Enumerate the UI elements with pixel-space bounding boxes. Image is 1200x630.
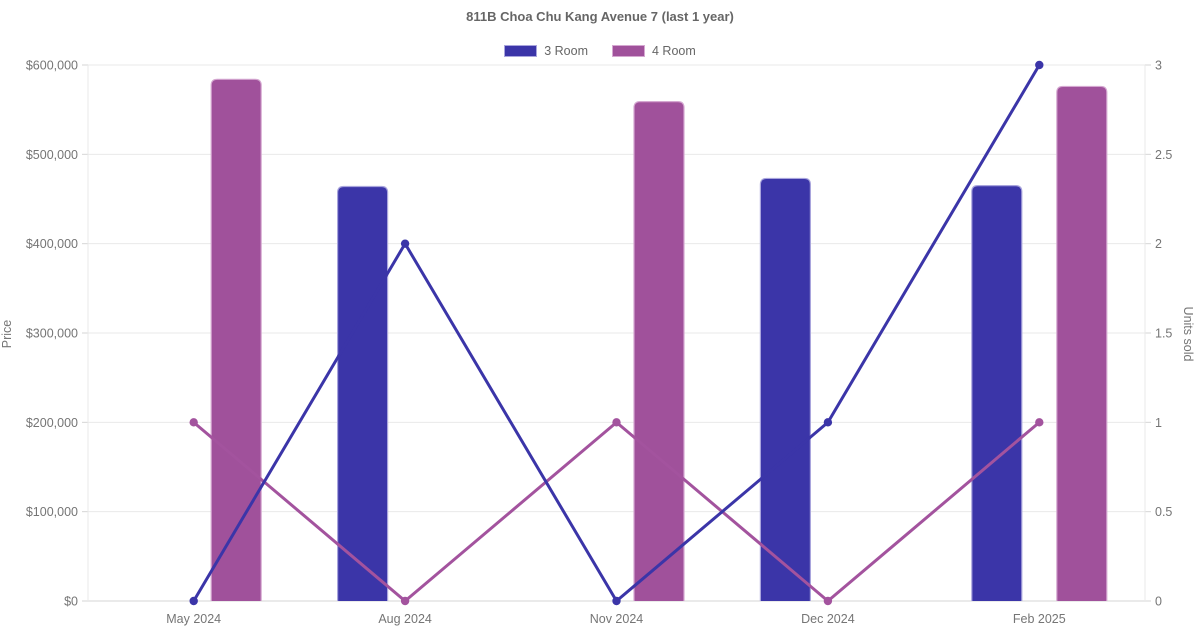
left-axis-tick-label: $100,000 [26, 505, 78, 519]
right-axis-tick-label: 0 [1155, 595, 1162, 609]
left-axis-title: Price [0, 319, 14, 349]
bar-3-room-aug-2024[interactable] [337, 185, 389, 601]
left-axis-tick-label: $400,000 [26, 237, 78, 251]
point-4-room-aug-2024[interactable] [400, 596, 410, 606]
left-axis-tick-label: $600,000 [26, 59, 78, 73]
point-3-room-dec-2024[interactable] [823, 418, 833, 427]
bar-4-room-feb-2025[interactable] [1056, 85, 1108, 601]
bar-4-room-nov-2024[interactable] [633, 101, 685, 601]
point-3-room-feb-2025[interactable] [1035, 60, 1044, 70]
point-3-room-nov-2024[interactable] [612, 596, 621, 606]
right-axis-tick-label: 3 [1155, 59, 1162, 73]
right-axis-title: Units sold [1181, 306, 1195, 362]
point-4-room-may-2024[interactable] [189, 418, 198, 427]
right-axis-tick-label: 2.5 [1155, 148, 1172, 162]
point-3-room-may-2024[interactable] [189, 596, 198, 606]
right-axis-tick-label: 0.5 [1155, 505, 1172, 519]
legend-item-3-room[interactable]: 3 Room [504, 44, 588, 58]
point-4-room-nov-2024[interactable] [612, 418, 621, 427]
left-axis-tick-label: $0 [64, 595, 78, 609]
left-axis-tick-label: $200,000 [26, 416, 78, 430]
x-axis-tick-label: Nov 2024 [590, 612, 644, 626]
left-axis-tick-label: $500,000 [26, 148, 78, 162]
x-axis-tick-label: Dec 2024 [801, 612, 855, 626]
legend-item-4-room[interactable]: 4 Room [612, 44, 696, 58]
chart-title: 811B Choa Chu Kang Avenue 7 (last 1 year… [466, 9, 734, 24]
chart-legend: 3 Room 4 Room [0, 42, 1200, 60]
legend-label-4-room: 4 Room [652, 44, 696, 58]
point-4-room-feb-2025[interactable] [1035, 418, 1044, 427]
point-4-room-dec-2024[interactable] [823, 596, 833, 606]
right-axis-tick-label: 2 [1155, 237, 1162, 251]
x-axis-tick-label: Feb 2025 [1013, 612, 1066, 626]
right-axis-tick-label: 1 [1155, 416, 1162, 430]
x-axis-tick-label: Aug 2024 [378, 612, 432, 626]
bar-3-room-dec-2024[interactable] [759, 177, 811, 601]
x-axis-tick-label: May 2024 [166, 612, 221, 626]
legend-swatch-4-room-icon [612, 45, 645, 57]
bar-3-room-feb-2025[interactable] [971, 185, 1023, 601]
legend-label-3-room: 3 Room [544, 44, 588, 58]
bar-4-room-may-2024[interactable] [210, 78, 262, 601]
legend-swatch-3-room-icon [504, 45, 538, 57]
point-3-room-aug-2024[interactable] [400, 239, 410, 248]
right-axis-tick-label: 1.5 [1155, 327, 1172, 341]
left-axis-tick-label: $300,000 [26, 327, 78, 341]
